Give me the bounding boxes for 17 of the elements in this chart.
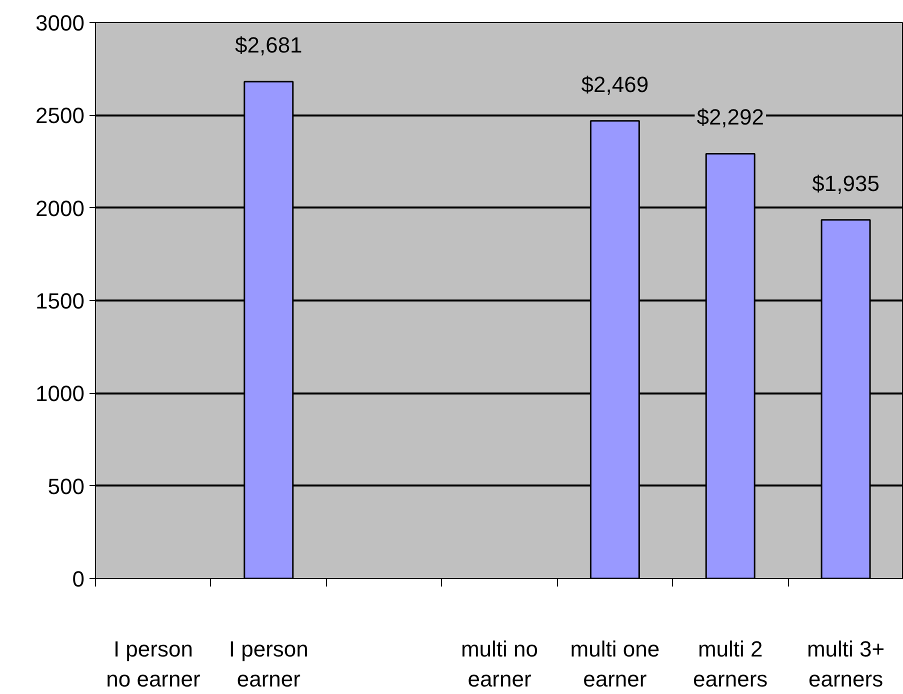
data-label: $2,681 <box>235 32 302 58</box>
y-tick-label: 1500 <box>36 288 85 314</box>
x-tick-label: multi 2 earners <box>693 636 768 692</box>
y-tick-label: 1000 <box>36 381 85 406</box>
y-tick-label: 3000 <box>36 10 85 36</box>
y-tick-label: 0 <box>72 566 85 592</box>
x-tick-label: I person no earner <box>106 636 200 692</box>
x-tick-label: multi one earner <box>570 636 660 692</box>
data-label: $2,469 <box>581 72 649 97</box>
data-label: $1,935 <box>812 170 880 196</box>
x-tick-label: multi 3+ earners <box>806 636 885 692</box>
x-tick-label: I person earner <box>228 636 308 692</box>
y-tick-label: 2000 <box>36 196 85 221</box>
y-tick-label: 500 <box>48 474 85 499</box>
data-label: $2,292 <box>696 104 764 130</box>
y-tick-label: 2500 <box>36 103 85 128</box>
x-tick-label: multi no earner <box>460 636 538 692</box>
